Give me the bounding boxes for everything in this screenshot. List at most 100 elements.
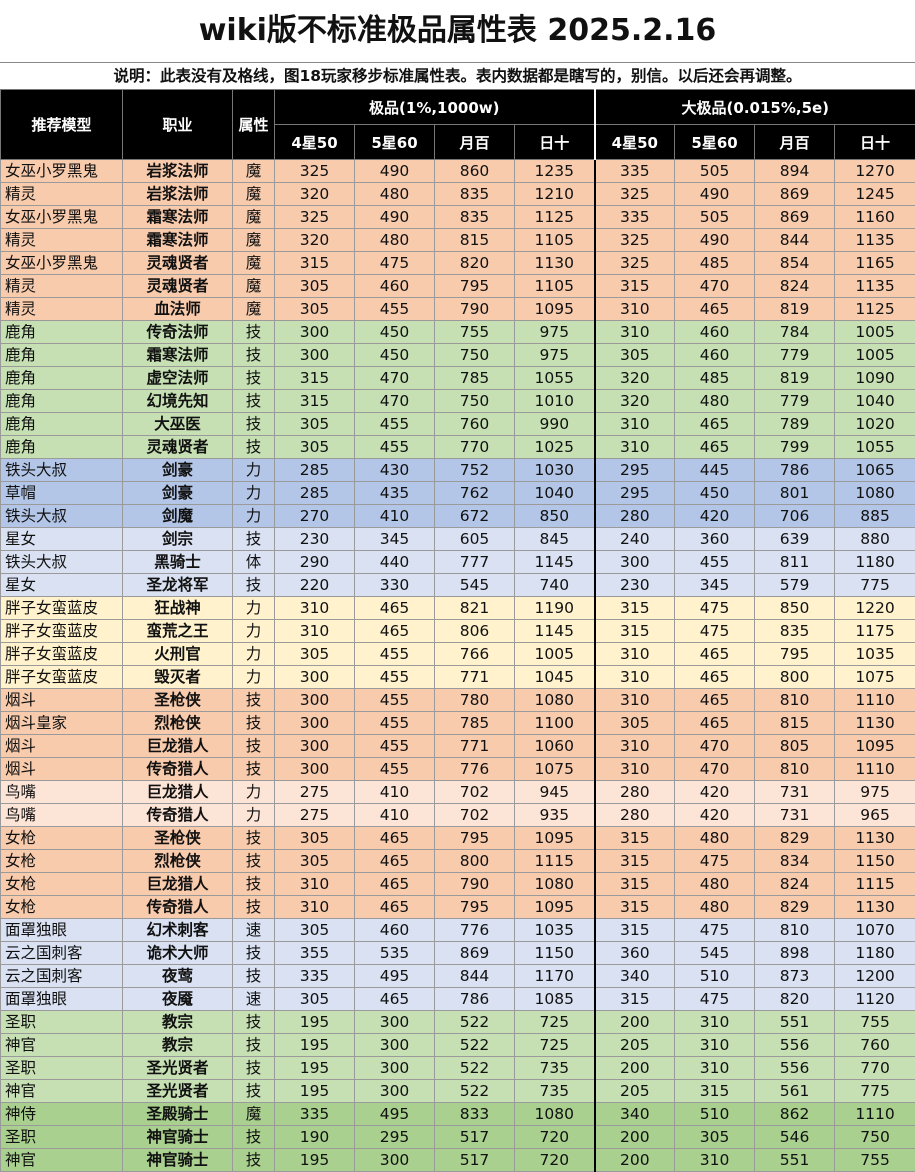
header-group-dajipin: 大极品(0.015%,5e) bbox=[595, 90, 915, 125]
header-col: 5星60 bbox=[675, 125, 755, 160]
cell-attr: 技 bbox=[233, 390, 275, 413]
cell-value: 490 bbox=[355, 206, 435, 229]
cell-value: 460 bbox=[675, 321, 755, 344]
cell-value: 522 bbox=[435, 1011, 515, 1034]
cell-value: 1210 bbox=[515, 183, 595, 206]
cell-model: 鹿角 bbox=[1, 436, 123, 459]
header-col: 4星50 bbox=[595, 125, 675, 160]
cell-attr: 技 bbox=[233, 1011, 275, 1034]
cell-attr: 技 bbox=[233, 1034, 275, 1057]
cell-attr: 魔 bbox=[233, 298, 275, 321]
cell-model: 精灵 bbox=[1, 275, 123, 298]
cell-value: 1220 bbox=[835, 597, 915, 620]
cell-job: 传奇猎人 bbox=[123, 896, 233, 919]
cell-value: 845 bbox=[515, 528, 595, 551]
cell-model: 女巫小罗黑鬼 bbox=[1, 160, 123, 183]
cell-value: 305 bbox=[275, 413, 355, 436]
cell-value: 205 bbox=[595, 1034, 675, 1057]
cell-model: 鹿角 bbox=[1, 344, 123, 367]
cell-job: 巨龙猎人 bbox=[123, 781, 233, 804]
cell-value: 310 bbox=[595, 298, 675, 321]
cell-value: 420 bbox=[675, 804, 755, 827]
header-col: 月百 bbox=[435, 125, 515, 160]
cell-value: 1135 bbox=[835, 275, 915, 298]
cell-model: 铁头大叔 bbox=[1, 551, 123, 574]
cell-value: 556 bbox=[755, 1057, 835, 1080]
cell-value: 795 bbox=[435, 275, 515, 298]
cell-value: 1160 bbox=[835, 206, 915, 229]
cell-value: 220 bbox=[275, 574, 355, 597]
cell-value: 325 bbox=[595, 229, 675, 252]
cell-attr: 魔 bbox=[233, 229, 275, 252]
cell-attr: 技 bbox=[233, 413, 275, 436]
cell-value: 1180 bbox=[835, 942, 915, 965]
cell-model: 鹿角 bbox=[1, 413, 123, 436]
header-col: 月百 bbox=[755, 125, 835, 160]
cell-value: 834 bbox=[755, 850, 835, 873]
cell-value: 860 bbox=[435, 160, 515, 183]
cell-value: 810 bbox=[755, 758, 835, 781]
cell-value: 410 bbox=[355, 781, 435, 804]
cell-value: 205 bbox=[595, 1080, 675, 1103]
cell-job: 巨龙猎人 bbox=[123, 873, 233, 896]
cell-value: 300 bbox=[355, 1149, 435, 1172]
cell-value: 300 bbox=[275, 758, 355, 781]
cell-job: 虚空法师 bbox=[123, 367, 233, 390]
cell-value: 305 bbox=[275, 643, 355, 666]
cell-value: 505 bbox=[675, 160, 755, 183]
cell-model: 精灵 bbox=[1, 183, 123, 206]
cell-value: 230 bbox=[275, 528, 355, 551]
cell-value: 300 bbox=[355, 1011, 435, 1034]
cell-attr: 技 bbox=[233, 1080, 275, 1103]
cell-attr: 技 bbox=[233, 436, 275, 459]
cell-value: 345 bbox=[355, 528, 435, 551]
cell-value: 195 bbox=[275, 1149, 355, 1172]
cell-job: 传奇法师 bbox=[123, 321, 233, 344]
cell-value: 975 bbox=[835, 781, 915, 804]
cell-value: 280 bbox=[595, 781, 675, 804]
cell-value: 310 bbox=[595, 758, 675, 781]
cell-value: 706 bbox=[755, 505, 835, 528]
cell-value: 1080 bbox=[515, 873, 595, 896]
cell-value: 305 bbox=[275, 298, 355, 321]
cell-value: 490 bbox=[355, 160, 435, 183]
cell-value: 561 bbox=[755, 1080, 835, 1103]
cell-value: 800 bbox=[435, 850, 515, 873]
cell-attr: 魔 bbox=[233, 206, 275, 229]
cell-value: 579 bbox=[755, 574, 835, 597]
cell-model: 神官 bbox=[1, 1034, 123, 1057]
cell-value: 731 bbox=[755, 781, 835, 804]
cell-value: 310 bbox=[595, 643, 675, 666]
header-model: 推荐模型 bbox=[1, 90, 123, 160]
cell-value: 465 bbox=[355, 827, 435, 850]
cell-model: 铁头大叔 bbox=[1, 459, 123, 482]
cell-value: 873 bbox=[755, 965, 835, 988]
cell-value: 735 bbox=[515, 1080, 595, 1103]
cell-value: 285 bbox=[275, 482, 355, 505]
cell-value: 517 bbox=[435, 1149, 515, 1172]
cell-value: 1115 bbox=[835, 873, 915, 896]
cell-value: 605 bbox=[435, 528, 515, 551]
cell-value: 775 bbox=[835, 574, 915, 597]
cell-value: 315 bbox=[595, 620, 675, 643]
cell-model: 胖子女蛮蓝皮 bbox=[1, 666, 123, 689]
cell-model: 精灵 bbox=[1, 229, 123, 252]
cell-value: 470 bbox=[675, 275, 755, 298]
cell-value: 1085 bbox=[515, 988, 595, 1011]
cell-job: 灵魂贤者 bbox=[123, 252, 233, 275]
cell-value: 455 bbox=[355, 735, 435, 758]
cell-model: 星女 bbox=[1, 574, 123, 597]
cell-job: 幻境先知 bbox=[123, 390, 233, 413]
cell-value: 799 bbox=[755, 436, 835, 459]
cell-value: 305 bbox=[275, 436, 355, 459]
cell-value: 455 bbox=[355, 712, 435, 735]
